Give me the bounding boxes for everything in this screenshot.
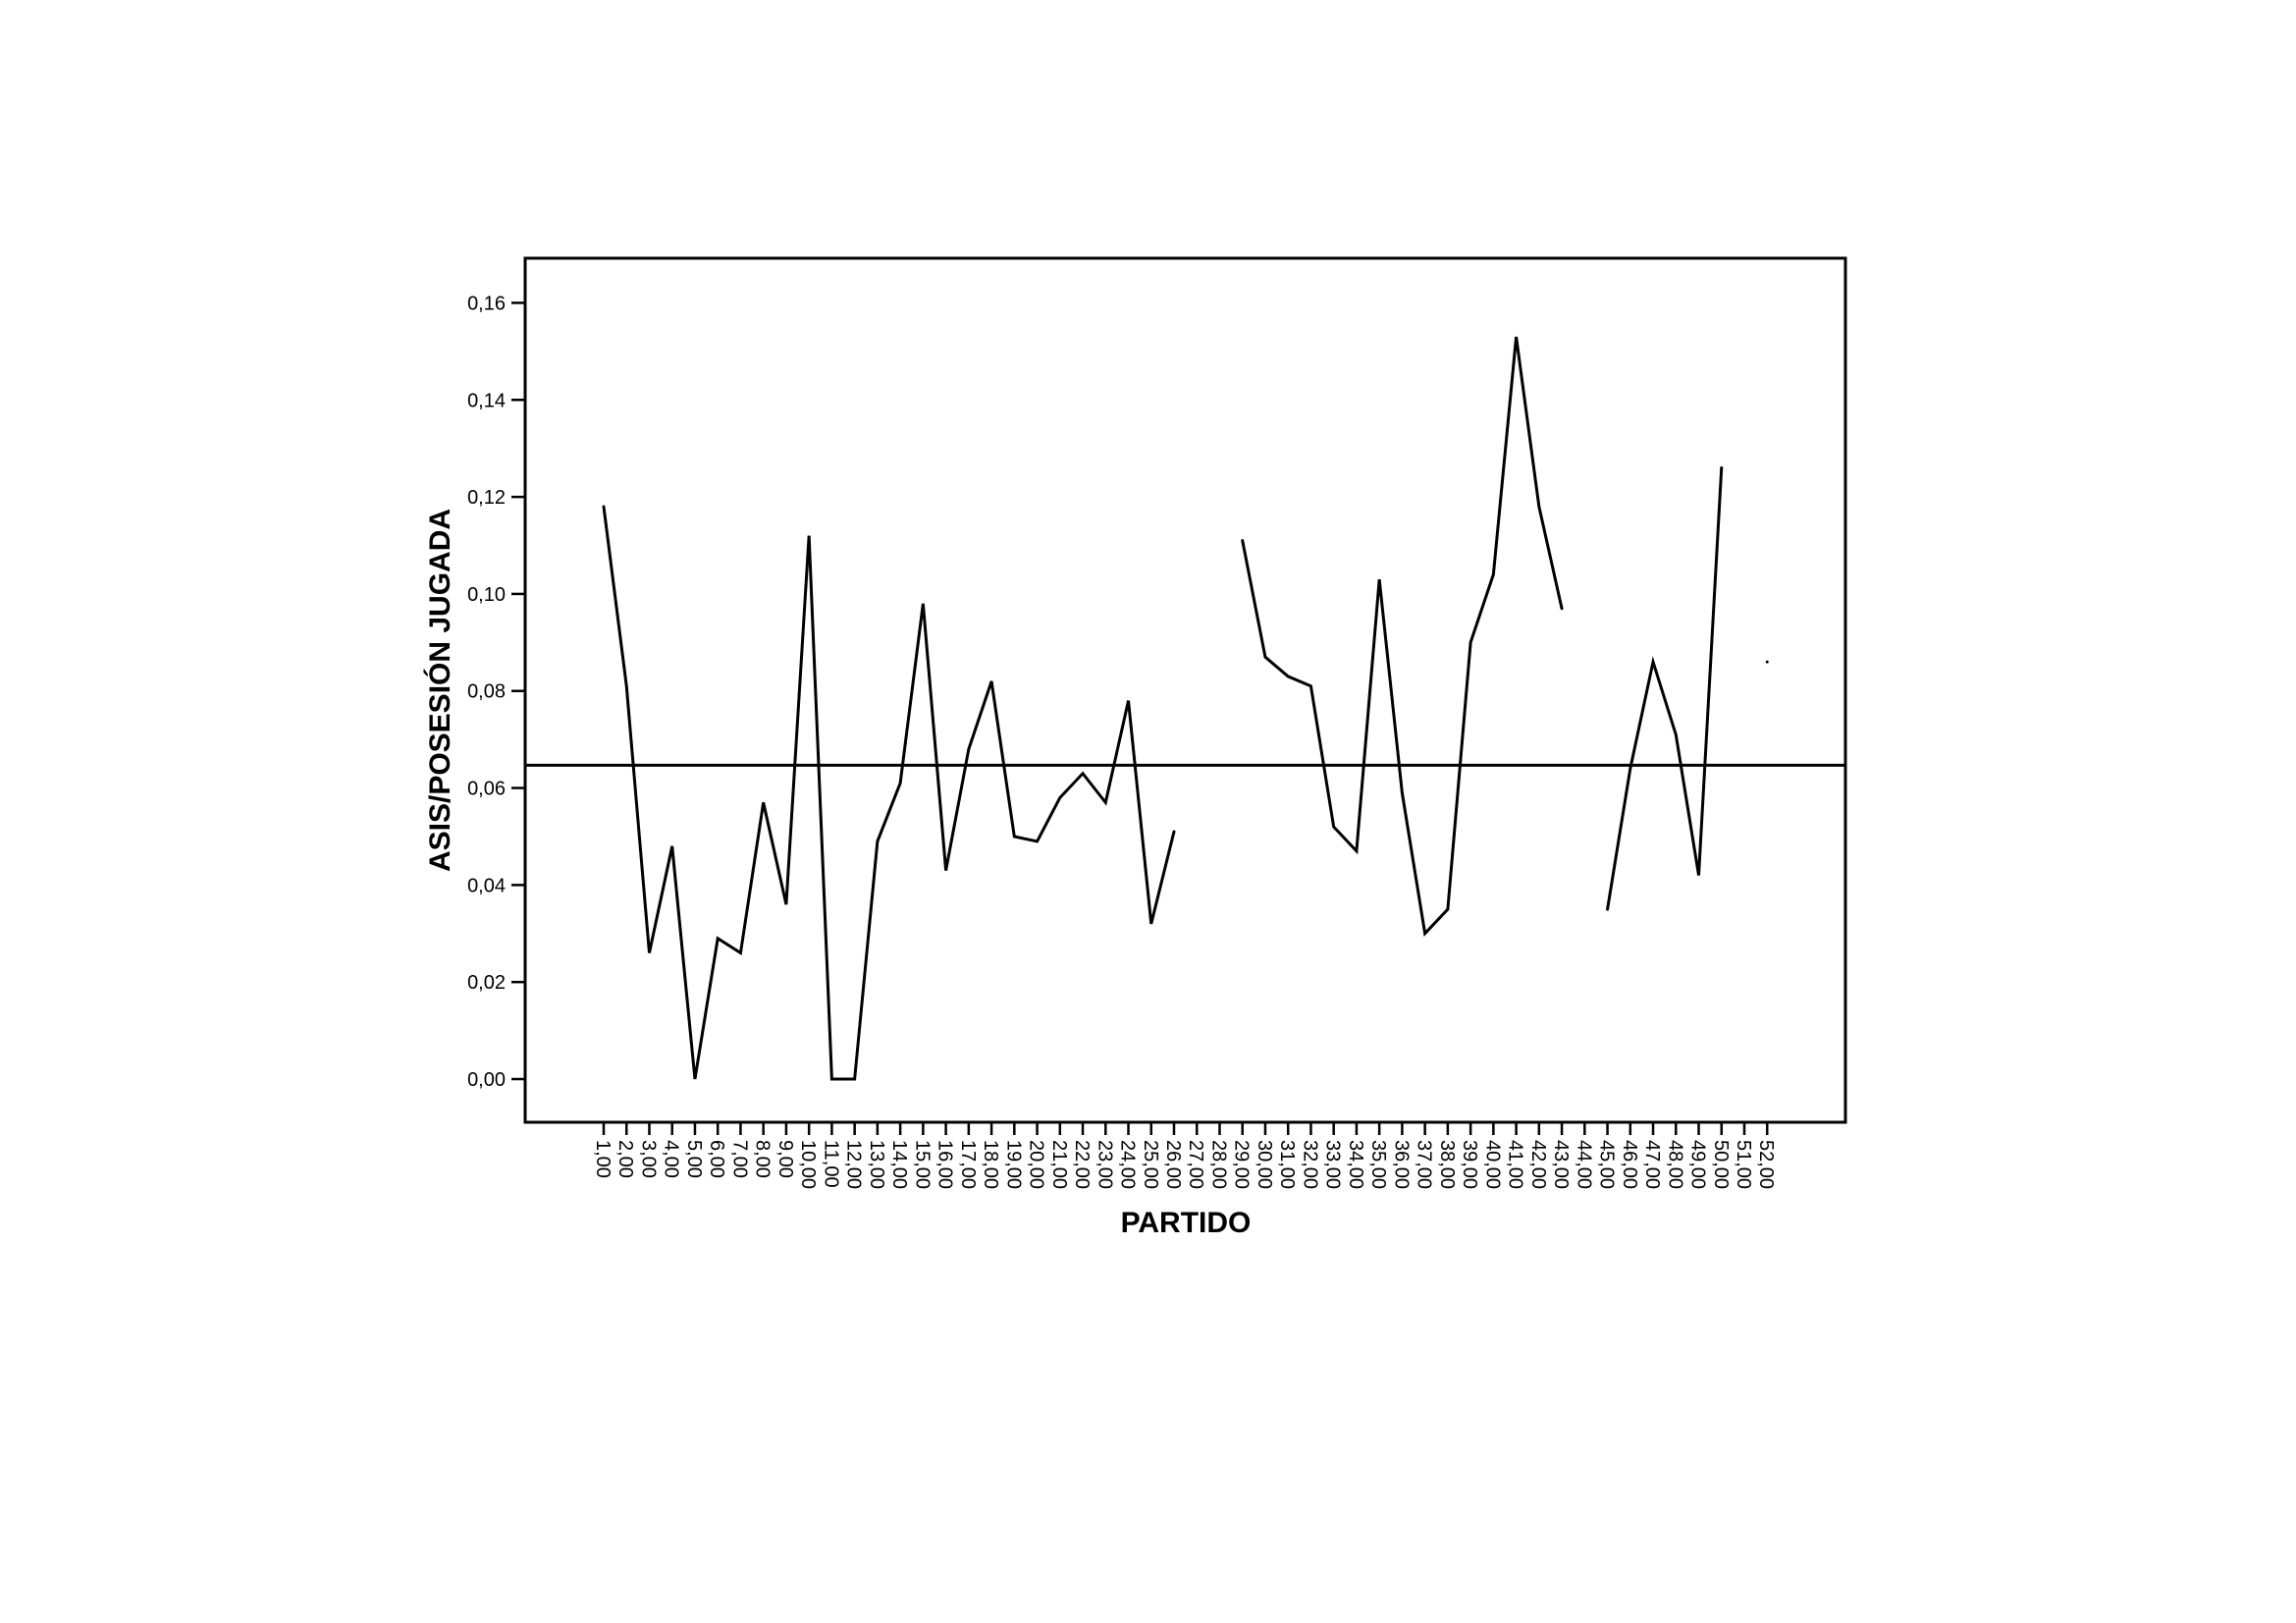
x-tick-label: 19,00	[1002, 1140, 1024, 1189]
x-tick-label: 16,00	[934, 1140, 956, 1189]
x-tick-label: 9,00	[774, 1140, 796, 1178]
x-tick-label: 42,00	[1527, 1140, 1549, 1189]
x-tick-label: 34,00	[1345, 1140, 1366, 1189]
y-tick-label: 0,10	[467, 584, 506, 606]
x-tick-label: 6,00	[706, 1140, 727, 1178]
x-tick-label: 12,00	[843, 1140, 865, 1189]
x-tick-label: 24,00	[1117, 1140, 1139, 1189]
data-line	[602, 336, 1769, 1081]
x-tick-label: 35,00	[1367, 1140, 1389, 1189]
x-tick-label: 21,00	[1048, 1140, 1070, 1189]
x-tick-label: 37,00	[1414, 1140, 1435, 1189]
y-tick-label: 0,14	[467, 390, 506, 411]
x-tick-label: 52,00	[1755, 1140, 1777, 1189]
x-tick-label: 7,00	[728, 1140, 750, 1178]
x-tick-label: 8,00	[752, 1140, 774, 1178]
x-tick-label: 39,00	[1459, 1140, 1480, 1189]
y-axis-label: ASIS/POSESIÓN JUGADA	[423, 509, 456, 872]
x-tick-label: 2,00	[614, 1140, 636, 1178]
x-tick-label: 49,00	[1687, 1140, 1709, 1189]
x-tick-label: 26,00	[1162, 1140, 1184, 1189]
x-tick-label: 27,00	[1185, 1140, 1206, 1189]
x-tick-label: 47,00	[1641, 1140, 1663, 1189]
x-tick-label: 18,00	[980, 1140, 1001, 1189]
x-tick-label: 45,00	[1596, 1140, 1618, 1189]
x-tick-label: 36,00	[1390, 1140, 1412, 1189]
x-tick-label: 51,00	[1733, 1140, 1754, 1189]
x-tick-label: 32,00	[1299, 1140, 1320, 1189]
x-tick-label: 50,00	[1710, 1140, 1732, 1189]
x-tick-label: 33,00	[1322, 1140, 1344, 1189]
x-tick-label: 46,00	[1619, 1140, 1640, 1189]
x-tick-label: 43,00	[1550, 1140, 1572, 1189]
x-tick-label: 44,00	[1573, 1140, 1594, 1189]
y-tick-label: 0,12	[467, 487, 506, 509]
x-tick-label: 38,00	[1436, 1140, 1458, 1189]
x-tick-label: 25,00	[1140, 1140, 1161, 1189]
x-tick-label: 23,00	[1094, 1140, 1115, 1189]
x-tick-label: 1,00	[592, 1140, 614, 1178]
x-tick-label: 14,00	[888, 1140, 910, 1189]
x-tick-label: 40,00	[1481, 1140, 1503, 1189]
x-tick-label: 13,00	[866, 1140, 887, 1189]
x-tick-label: 30,00	[1254, 1140, 1275, 1189]
y-tick-label: 0,08	[467, 681, 506, 703]
x-tick-label: 48,00	[1664, 1140, 1685, 1189]
y-tick-label: 0,02	[467, 972, 506, 994]
y-tick-label: 0,00	[467, 1069, 506, 1091]
y-tick-label: 0,04	[467, 875, 506, 896]
x-tick-label: 11,00	[820, 1140, 841, 1188]
x-tick-label: 3,00	[637, 1140, 659, 1178]
x-tick-label: 5,00	[683, 1140, 705, 1178]
x-tick-label: 41,00	[1505, 1140, 1526, 1189]
x-tick-label: 22,00	[1071, 1140, 1093, 1189]
x-tick-label: 4,00	[661, 1140, 682, 1178]
x-tick-label: 20,00	[1026, 1140, 1047, 1189]
x-tick-label: 15,00	[911, 1140, 933, 1189]
x-tick-label: 17,00	[957, 1140, 979, 1189]
x-tick-label: 10,00	[797, 1140, 819, 1189]
x-tick-label: 28,00	[1207, 1140, 1229, 1189]
x-tick-label: 29,00	[1231, 1140, 1253, 1189]
x-tick-label: 31,00	[1276, 1140, 1298, 1189]
y-tick-label: 0,16	[467, 293, 506, 314]
y-tick-label: 0,06	[467, 779, 506, 800]
x-axis-label: PARTIDO	[1121, 1207, 1252, 1239]
